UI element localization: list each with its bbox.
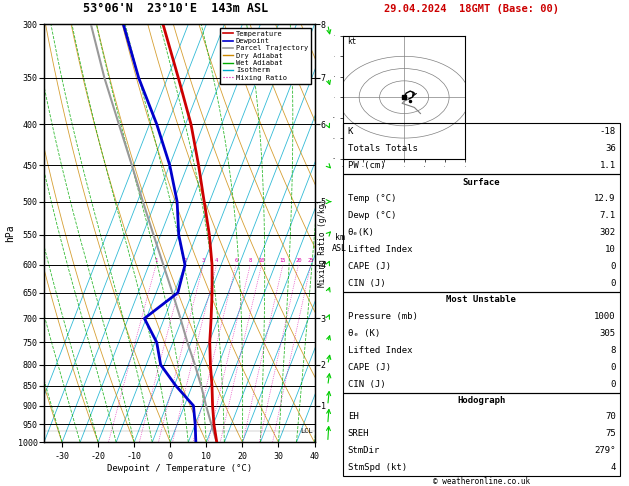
Text: 7.1: 7.1	[599, 211, 616, 220]
Text: 8: 8	[248, 258, 252, 263]
Text: StmDir: StmDir	[348, 446, 380, 455]
Text: kt: kt	[347, 37, 356, 46]
Text: Hodograph: Hodograph	[457, 396, 505, 405]
Text: Totals Totals: Totals Totals	[348, 144, 418, 154]
Text: 279°: 279°	[594, 446, 616, 455]
Text: © weatheronline.co.uk: © weatheronline.co.uk	[433, 477, 530, 486]
Text: 20: 20	[295, 258, 302, 263]
Text: StmSpd (kt): StmSpd (kt)	[348, 463, 407, 472]
Text: LCL: LCL	[300, 428, 313, 434]
Text: Pressure (mb): Pressure (mb)	[348, 312, 418, 321]
Text: CAPE (J): CAPE (J)	[348, 363, 391, 372]
Text: 3: 3	[202, 258, 205, 263]
Text: 10: 10	[605, 245, 616, 254]
Text: 36: 36	[605, 144, 616, 154]
Text: CAPE (J): CAPE (J)	[348, 262, 391, 271]
Text: 0: 0	[610, 279, 616, 288]
Text: 6: 6	[235, 258, 238, 263]
X-axis label: Dewpoint / Temperature (°C): Dewpoint / Temperature (°C)	[107, 464, 252, 473]
Text: Surface: Surface	[462, 178, 500, 187]
Text: CIN (J): CIN (J)	[348, 380, 386, 389]
Text: -18: -18	[599, 127, 616, 137]
Text: θₑ(K): θₑ(K)	[348, 228, 375, 237]
Text: 53°06'N  23°10'E  143m ASL: 53°06'N 23°10'E 143m ASL	[84, 2, 269, 15]
Text: Dewp (°C): Dewp (°C)	[348, 211, 396, 220]
Text: 70: 70	[605, 412, 616, 421]
Text: θₑ (K): θₑ (K)	[348, 329, 380, 338]
Text: CIN (J): CIN (J)	[348, 279, 386, 288]
Text: Lifted Index: Lifted Index	[348, 346, 413, 355]
Text: 10: 10	[259, 258, 265, 263]
Text: 8: 8	[610, 346, 616, 355]
Text: 12.9: 12.9	[594, 194, 616, 203]
Text: Most Unstable: Most Unstable	[446, 295, 516, 304]
Text: 0: 0	[610, 262, 616, 271]
Legend: Temperature, Dewpoint, Parcel Trajectory, Dry Adiabat, Wet Adiabat, Isotherm, Mi: Temperature, Dewpoint, Parcel Trajectory…	[220, 28, 311, 84]
Text: 4: 4	[610, 463, 616, 472]
Text: 1.1: 1.1	[599, 161, 616, 171]
Text: 1: 1	[154, 258, 158, 263]
Y-axis label: km
ASL: km ASL	[332, 233, 347, 253]
Text: 305: 305	[599, 329, 616, 338]
Text: 2: 2	[184, 258, 187, 263]
Text: 0: 0	[610, 363, 616, 372]
Text: 25: 25	[308, 258, 314, 263]
Text: Mixing Ratio (g/kg): Mixing Ratio (g/kg)	[318, 199, 326, 287]
Text: Temp (°C): Temp (°C)	[348, 194, 396, 203]
Text: EH: EH	[348, 412, 359, 421]
Text: PW (cm): PW (cm)	[348, 161, 386, 171]
Text: 0: 0	[610, 380, 616, 389]
Text: Lifted Index: Lifted Index	[348, 245, 413, 254]
Text: 1000: 1000	[594, 312, 616, 321]
Text: 15: 15	[279, 258, 286, 263]
Y-axis label: hPa: hPa	[5, 225, 15, 242]
Text: 302: 302	[599, 228, 616, 237]
Text: 75: 75	[605, 429, 616, 438]
Text: 4: 4	[215, 258, 218, 263]
Text: SREH: SREH	[348, 429, 369, 438]
Text: K: K	[348, 127, 353, 137]
Text: 29.04.2024  18GMT (Base: 00): 29.04.2024 18GMT (Base: 00)	[384, 4, 559, 14]
